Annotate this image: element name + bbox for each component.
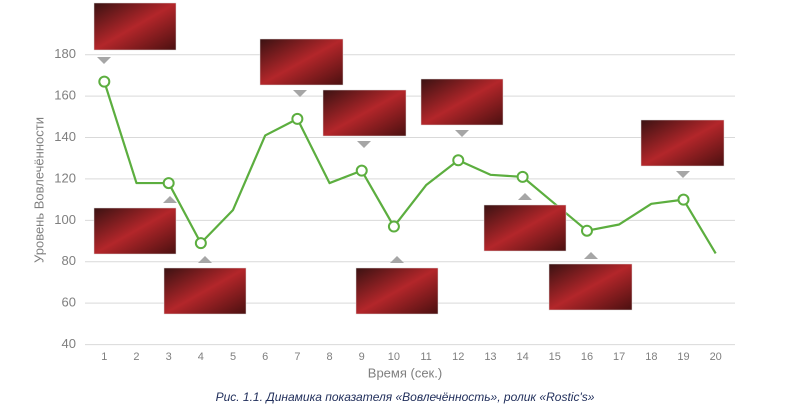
marker (452, 154, 465, 167)
x-tick-label: 19 (677, 351, 689, 363)
x-tick-label: 8 (326, 351, 332, 363)
marker (677, 193, 690, 206)
pointer (97, 57, 111, 64)
y-tick-label: 60 (62, 295, 76, 310)
marker (194, 237, 207, 250)
y-tick-label: 80 (62, 253, 76, 268)
marker (291, 112, 304, 125)
thumbnails (93, 2, 725, 315)
x-tick-label: 7 (294, 351, 300, 363)
caption: Рис. 1.1. Динамика показателя «Вовлечённ… (216, 390, 595, 404)
thumbnail (259, 38, 344, 86)
x-tick-label: 5 (230, 351, 236, 363)
thumbnail (548, 263, 633, 311)
marker (387, 220, 400, 233)
x-tick-label: 1 (101, 351, 107, 363)
x-tick-label: 2 (133, 351, 139, 363)
thumbnail (420, 78, 504, 126)
x-tick-label: 3 (166, 351, 172, 363)
x-tick-label: 15 (549, 351, 561, 363)
marker (580, 224, 593, 237)
pointer (455, 130, 469, 137)
pointer (584, 252, 598, 259)
x-tick-label: 18 (645, 351, 657, 363)
thumbnail (355, 267, 439, 315)
y-tick-label: 160 (54, 88, 76, 103)
pointer (676, 171, 690, 178)
y-tick-label: 140 (54, 129, 76, 144)
x-tick-label: 13 (484, 351, 496, 363)
thumbnail (322, 89, 407, 137)
marker (162, 177, 175, 190)
x-tick-label: 4 (198, 351, 204, 363)
thumbnail (93, 207, 177, 255)
y-tick-label: 100 (54, 212, 76, 227)
y-axis-label: Уровень Вовлечённости (31, 117, 46, 263)
thumbnail (163, 267, 247, 315)
thumbnail (640, 119, 725, 167)
marker (355, 164, 368, 177)
pointer (293, 90, 307, 97)
x-tick-label: 10 (388, 351, 400, 363)
x-tick-label: 11 (420, 351, 431, 363)
pointer (163, 196, 177, 203)
y-tick-label: 120 (54, 170, 76, 185)
y-tick-label: 180 (54, 46, 76, 61)
x-tick-label: 17 (613, 351, 625, 363)
x-tick-label: 14 (516, 351, 528, 363)
pointer (390, 256, 404, 263)
x-axis-label: Время (сек.) (368, 365, 442, 380)
x-tick-label: 6 (262, 351, 268, 363)
pointer (357, 141, 371, 148)
pointer (198, 256, 212, 263)
x-tick-label: 20 (710, 351, 722, 363)
x-tick-label: 12 (452, 351, 464, 363)
marker (516, 170, 529, 183)
x-tick-label: 16 (581, 351, 593, 363)
pointer (518, 193, 532, 200)
thumbnail (483, 204, 567, 252)
line (103, 81, 717, 255)
y-tick-label: 40 (62, 336, 76, 351)
x-tick-label: 9 (359, 351, 365, 363)
thumbnail (93, 2, 177, 51)
marker (98, 75, 111, 88)
